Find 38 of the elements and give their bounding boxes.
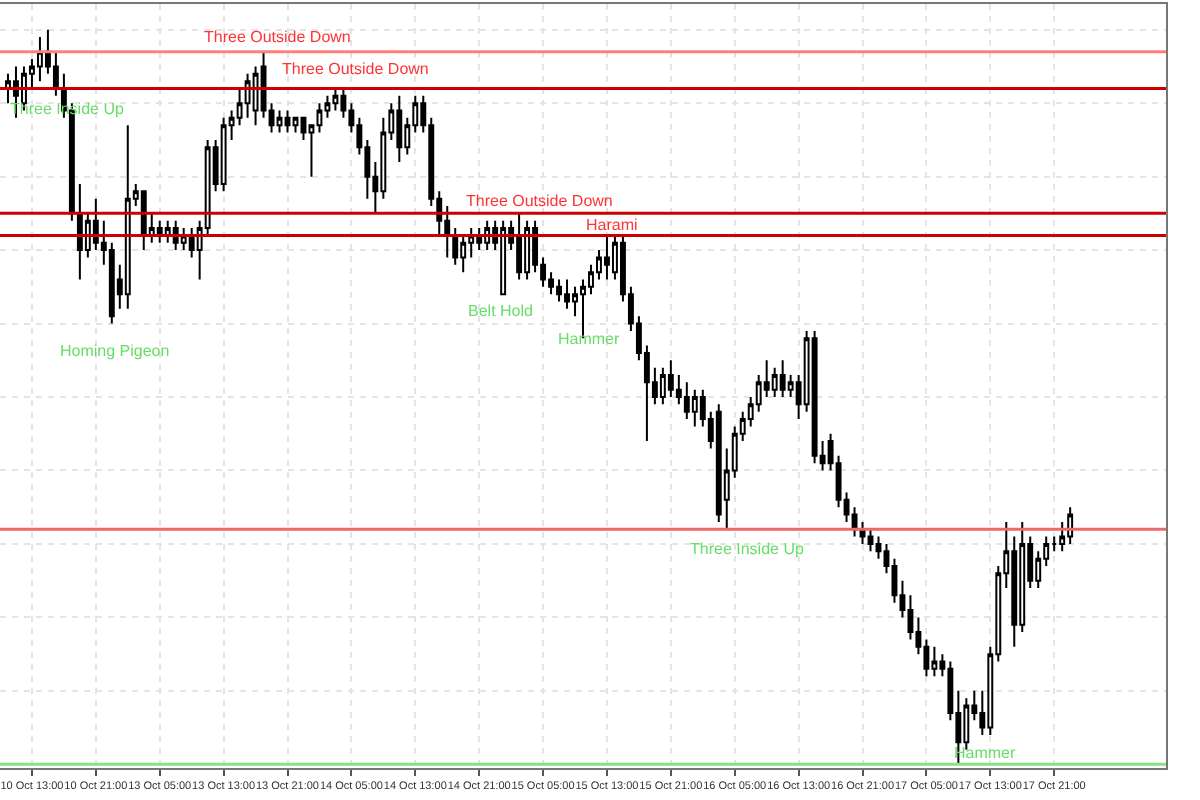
candlestick: [659, 366, 666, 406]
candlestick: [771, 366, 778, 399]
candlestick: [36, 36, 43, 83]
candlestick: [460, 234, 467, 274]
candlestick: [667, 359, 674, 399]
annotation: Belt Hold: [468, 302, 533, 320]
candlestick: [500, 219, 507, 296]
candlestick: [867, 528, 874, 553]
candlestick: [76, 182, 83, 281]
candlestick: [396, 94, 403, 163]
candlestick: [276, 109, 283, 134]
candlestick: [516, 212, 523, 281]
annotation: Three Outside Down: [204, 28, 351, 46]
candlestick: [931, 645, 938, 678]
candlestick: [284, 109, 291, 134]
candlestick: [556, 278, 562, 303]
candlestick: [1067, 506, 1074, 545]
candlestick: [220, 116, 227, 193]
candlestick: [140, 190, 147, 252]
candlestick: [452, 227, 459, 266]
candlestick: [292, 116, 299, 134]
candlestick: [332, 87, 339, 112]
candlestick: [604, 234, 610, 281]
annotation: Harami: [586, 216, 639, 234]
candlestick: [715, 403, 722, 523]
candlestick: [564, 278, 570, 310]
candlestick: [691, 388, 698, 428]
annotation: Homing Pigeon: [60, 342, 170, 360]
candlestick: [683, 381, 690, 421]
candlestick: [779, 359, 786, 399]
candlestick: [124, 124, 131, 310]
annotation: Hammer: [558, 330, 621, 348]
annotation: Three Inside Up: [690, 540, 805, 558]
candlestick: [524, 219, 531, 281]
candlestick: [811, 329, 818, 465]
annotation: Three Outside Down: [282, 60, 429, 78]
annotation: Three Outside Down: [466, 192, 613, 210]
candlestick: [244, 72, 251, 119]
